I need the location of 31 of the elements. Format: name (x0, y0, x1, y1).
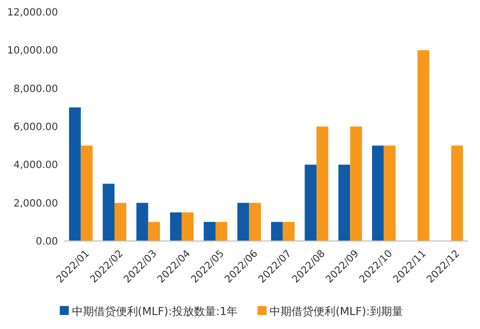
y-tick-label: 8,000.00 (13, 84, 58, 95)
y-tick-label: 10,000.00 (7, 46, 58, 57)
bar (384, 146, 396, 241)
bar (237, 202, 250, 241)
bar (216, 222, 228, 241)
bar (304, 164, 316, 241)
bar (451, 146, 463, 241)
bar (182, 212, 194, 241)
bar (418, 50, 430, 241)
bar (204, 222, 216, 241)
bar (136, 202, 148, 241)
bar (170, 212, 182, 241)
y-tick-label: 4,000.00 (13, 160, 58, 172)
bar (114, 202, 126, 241)
y-tick-label: 2,000.00 (13, 198, 58, 210)
bar (350, 126, 362, 241)
legend-label: 中期借贷便利(MLF):投放数量:1年 (72, 304, 238, 318)
legend-label: 中期借贷便利(MLF):到期量 (270, 304, 403, 318)
bar (148, 222, 160, 241)
bar (282, 222, 295, 241)
bar (102, 184, 114, 241)
y-tick-label: 0.00 (36, 236, 58, 248)
bar (80, 146, 93, 241)
bar (271, 222, 283, 241)
bar (249, 202, 261, 241)
bar (338, 164, 350, 241)
y-tick-label: 6,000.00 (13, 122, 58, 133)
bar (69, 107, 81, 241)
y-tick-label: 12,000.00 (7, 8, 58, 18)
bar (316, 126, 328, 241)
bar (372, 146, 384, 241)
